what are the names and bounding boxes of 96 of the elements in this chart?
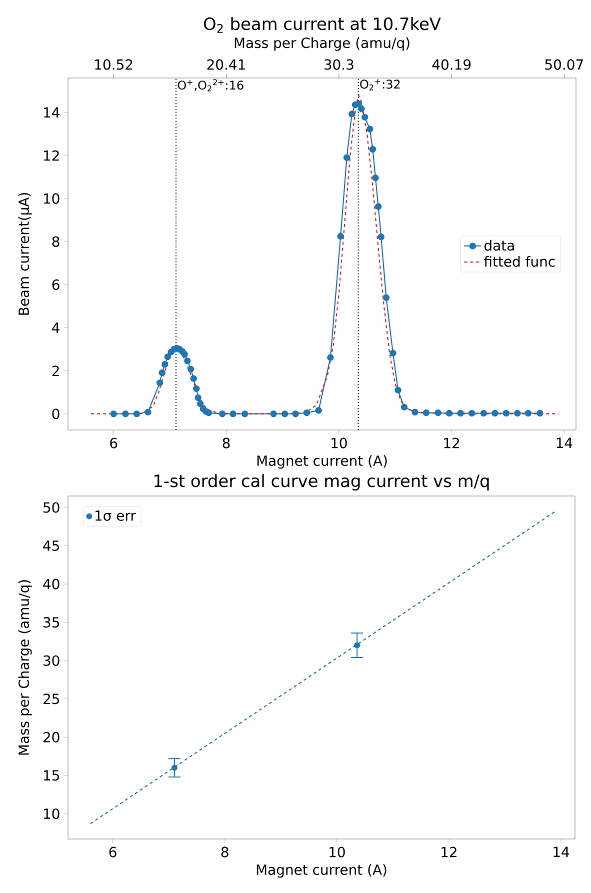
x-axis-title: Magnet current (A) xyxy=(257,455,387,469)
point xyxy=(292,410,299,418)
point xyxy=(480,410,487,417)
x-tick-label: 12 xyxy=(442,846,456,858)
ref-line-label: O$^{+}$,O$_{2}$$^{2+}$:16 xyxy=(178,79,244,92)
y-tick-label: 10 xyxy=(44,193,60,204)
point xyxy=(446,410,453,417)
point xyxy=(110,410,117,418)
point xyxy=(158,369,166,376)
y-tick-label: 12 xyxy=(44,150,59,161)
x2-tick-label: 20.41 xyxy=(207,59,245,70)
point xyxy=(374,203,382,210)
point xyxy=(468,410,476,417)
point xyxy=(303,409,310,416)
x-tick-label: 6 xyxy=(110,438,118,448)
point xyxy=(400,404,408,411)
point xyxy=(133,410,140,418)
x2-tick-label: 30.3 xyxy=(324,59,354,70)
y-tick-label: 50 xyxy=(44,502,60,513)
point xyxy=(434,409,442,416)
x2-tick-label: 50.07 xyxy=(545,59,583,70)
point xyxy=(230,410,236,418)
y-tick-label: 30 xyxy=(44,655,60,666)
y-tick-label: 25 xyxy=(43,694,60,704)
point xyxy=(361,114,368,121)
y-axis-title: Beam current(μA) xyxy=(18,193,32,315)
y-tick-label: 35 xyxy=(44,617,60,628)
point xyxy=(382,294,390,301)
y-axis-title: Mass per Charge (amu/q) xyxy=(18,580,32,755)
x2-tick-label: 40.19 xyxy=(432,59,471,70)
y-tick-label: 4 xyxy=(52,322,60,333)
y-tick-label: 15 xyxy=(44,770,60,781)
x2-axis-title: Mass per Charge (amu/q) xyxy=(234,37,410,51)
point xyxy=(184,358,191,364)
point xyxy=(524,410,532,417)
y-tick-label: 40 xyxy=(43,578,60,590)
y-tick-label: 2 xyxy=(52,366,59,376)
point xyxy=(187,366,194,372)
point xyxy=(122,410,129,418)
point xyxy=(241,410,248,418)
point xyxy=(156,380,164,386)
point xyxy=(343,154,350,162)
point xyxy=(218,410,226,418)
chart-title: 1-st order cal curve mag current vs m/q xyxy=(154,474,489,490)
point xyxy=(372,174,379,182)
point xyxy=(270,410,277,418)
x-tick-label: 8 xyxy=(221,846,228,858)
x-tick-label: 10 xyxy=(332,438,347,448)
x-tick-label: 12 xyxy=(444,438,460,448)
point xyxy=(144,408,152,416)
point xyxy=(492,410,498,417)
point xyxy=(378,234,384,240)
point xyxy=(366,126,374,132)
point xyxy=(194,394,202,402)
point xyxy=(457,410,464,417)
ref-line-label: O$_{2}$$^{+}$:32 xyxy=(360,79,400,90)
point xyxy=(162,360,168,368)
point xyxy=(337,232,344,240)
point xyxy=(164,353,172,360)
y-tick-label: 45 xyxy=(43,540,60,551)
point xyxy=(394,386,402,394)
point xyxy=(193,385,200,392)
point xyxy=(355,100,362,108)
point xyxy=(197,400,204,408)
x2-tick-label: 10.52 xyxy=(95,59,132,70)
point xyxy=(536,410,544,417)
y-tick-label: 6 xyxy=(52,279,60,290)
legend-label: 1σ err xyxy=(96,510,136,521)
point xyxy=(348,110,356,118)
point xyxy=(412,408,418,416)
x-tick-label: 10 xyxy=(330,846,345,858)
y-tick-label: 14 xyxy=(44,107,60,118)
y-tick-label: 10 xyxy=(44,808,60,820)
point xyxy=(327,354,334,361)
x-tick-label: 14 xyxy=(554,846,570,857)
legend-label: fitted func xyxy=(484,256,555,267)
x-tick-label: 14 xyxy=(556,438,572,448)
point xyxy=(281,410,288,418)
point xyxy=(190,375,197,382)
y-tick-label: 8 xyxy=(52,236,60,247)
point xyxy=(502,410,510,417)
x-axis-title: Magnet current (A) xyxy=(256,864,386,878)
point xyxy=(422,409,430,416)
point xyxy=(315,407,322,414)
y-tick-label: 0 xyxy=(52,408,60,420)
x-tick-label: 6 xyxy=(109,846,116,858)
point xyxy=(358,105,365,112)
point xyxy=(181,350,188,358)
point xyxy=(514,410,521,417)
legend-label: data xyxy=(484,240,514,251)
x-tick-label: 8 xyxy=(222,438,230,448)
point xyxy=(369,146,376,153)
y-tick-label: 20 xyxy=(43,732,60,742)
chart-title: O$_{2}$ beam current at 10.7keV xyxy=(204,17,441,33)
point xyxy=(390,350,396,356)
point xyxy=(205,409,212,416)
